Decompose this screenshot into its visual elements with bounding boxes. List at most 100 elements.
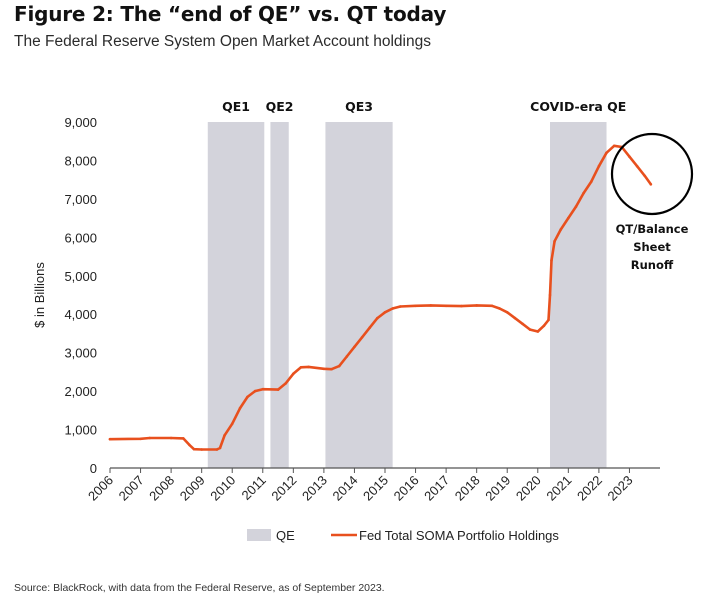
series-line-soma-holdings (108, 144, 653, 451)
data-point (605, 151, 608, 155)
data-point (513, 316, 517, 320)
qe-band-2 (270, 122, 289, 468)
x-tick-label: 2012 (268, 473, 299, 504)
data-point (292, 372, 295, 376)
qe-band-label: QE2 (266, 99, 294, 114)
data-point (368, 326, 372, 330)
data-point (322, 367, 326, 371)
x-tick-label: 2021 (543, 473, 574, 504)
figure-title: Figure 2: The “end of QE” vs. QT today (14, 2, 447, 26)
y-tick-label: 8,000 (64, 153, 97, 168)
x-tick-label: 2013 (299, 473, 330, 504)
data-point (399, 305, 402, 308)
legend: QE Fed Total SOMA Portfolio Holdings (247, 528, 559, 543)
x-tick-label: 2016 (391, 473, 422, 504)
y-tick-label: 9,000 (64, 115, 97, 130)
data-point (360, 336, 364, 339)
x-tick-label: 2015 (360, 473, 391, 504)
x-tick-label: 2014 (330, 473, 361, 504)
data-point (505, 311, 509, 314)
data-point (218, 446, 222, 450)
data-point (230, 422, 234, 426)
data-point (276, 388, 280, 391)
data-point (383, 311, 387, 314)
data-point (612, 144, 616, 148)
data-point (635, 164, 639, 168)
data-point (337, 364, 341, 368)
y-tick-label: 4,000 (64, 307, 97, 322)
legend-swatch-qe (247, 529, 271, 541)
qe-band-label: QE1 (222, 99, 250, 114)
data-point (414, 304, 417, 308)
qe-band-label: COVID-era QE (530, 99, 626, 114)
y-tick-label: 5,000 (64, 269, 97, 284)
legend-label-qe: QE (276, 528, 295, 543)
data-point (139, 437, 142, 441)
source-note: Source: BlackRock, with data from the Fe… (14, 582, 385, 594)
data-point (649, 183, 653, 186)
x-tick-label: 2017 (421, 473, 452, 504)
data-point (536, 330, 540, 333)
y-axis: 0 1,000 2,000 3,000 4,000 5,000 6,000 7,000 8,00… (32, 115, 97, 476)
data-point (559, 228, 562, 231)
qe-band-4 (550, 122, 607, 468)
data-point (223, 434, 226, 437)
data-point (553, 239, 556, 243)
data-point (330, 367, 333, 371)
x-tick-label: 2011 (239, 473, 269, 503)
data-point (169, 436, 173, 440)
y-tick-label: 6,000 (64, 230, 97, 245)
y-tick-label: 7,000 (64, 192, 97, 207)
y-tick-label: 0 (90, 461, 97, 476)
data-point (376, 316, 379, 320)
y-axis-label: $ in Billions (32, 262, 47, 328)
x-tick-label: 2023 (605, 473, 636, 504)
y-tick-label: 2,000 (64, 384, 97, 399)
qe-band-1 (207, 122, 265, 468)
qt-highlight-circle (610, 132, 694, 216)
data-point (299, 366, 303, 369)
x-tick-label: 2008 (146, 473, 177, 504)
data-point (148, 436, 151, 440)
data-point (597, 164, 601, 168)
x-tick-label: 2006 (85, 473, 116, 504)
data-point (391, 307, 394, 310)
data-point (643, 174, 646, 178)
data-point (192, 447, 196, 451)
data-point (345, 355, 349, 358)
data-point (246, 395, 249, 399)
data-point (590, 180, 593, 183)
data-point (548, 293, 552, 297)
x-tick-label: 2019 (482, 473, 513, 504)
x-tick-label: 2020 (513, 473, 544, 504)
qt-annotation-text: QT/Balance (616, 222, 689, 236)
data-point (628, 155, 631, 158)
data-point (542, 324, 546, 328)
x-axis: 2006 2007 2008 2009 2010 2011 2012 2013 2014 2015… (85, 467, 660, 504)
x-tick-label: 2010 (207, 473, 238, 504)
data-point (444, 304, 448, 308)
qt-annotation-text: Sheet (633, 240, 671, 254)
data-point (521, 322, 524, 326)
x-tick-label: 2022 (574, 473, 605, 504)
qe-band-labels: QE1 QE2 QE3 COVID-era QE (222, 99, 626, 114)
y-tick-label: 3,000 (64, 346, 97, 361)
y-tick-label: 1,000 (64, 423, 97, 438)
data-point (582, 191, 585, 195)
data-point (182, 437, 185, 440)
data-point (475, 304, 479, 307)
data-point (498, 307, 501, 310)
data-point (490, 304, 494, 308)
x-tick-label: 2009 (177, 473, 208, 504)
data-point (284, 382, 288, 385)
data-point (460, 304, 463, 308)
legend-label-soma: Fed Total SOMA Portfolio Holdings (359, 528, 559, 543)
figure-subtitle: The Federal Reserve System Open Market A… (14, 33, 431, 50)
data-point (253, 389, 257, 393)
x-tick-label: 2007 (116, 473, 147, 504)
data-point (188, 443, 191, 447)
data-point (429, 304, 433, 307)
qt-annotation-text: Runoff (631, 258, 674, 272)
qe-band-label: QE3 (345, 99, 373, 114)
